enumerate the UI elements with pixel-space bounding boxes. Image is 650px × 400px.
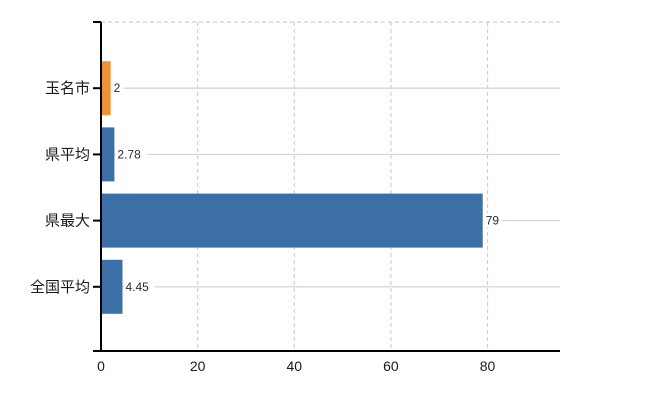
bar [101,193,483,248]
value-label-backing [111,81,124,96]
x-tick-label: 20 [190,358,206,374]
x-tick-label: 40 [286,358,302,374]
value-label: 2 [114,81,121,95]
value-label-backing [483,213,502,228]
value-label-backing [115,147,147,162]
bar [101,259,123,314]
value-label: 2.78 [117,147,141,161]
bar [101,61,111,116]
category-label: 県平均 [45,146,90,163]
x-tick-label: 60 [383,358,399,374]
category-label: 玉名市 [45,80,90,97]
category-label: 県最大 [45,213,90,230]
bar [101,127,115,182]
value-label: 4.45 [126,280,150,294]
value-label-backing [123,279,155,294]
x-tick-label: 80 [480,358,496,374]
value-label: 79 [486,214,500,228]
category-label: 全国平均 [30,278,90,296]
x-tick-label: 0 [97,358,105,374]
